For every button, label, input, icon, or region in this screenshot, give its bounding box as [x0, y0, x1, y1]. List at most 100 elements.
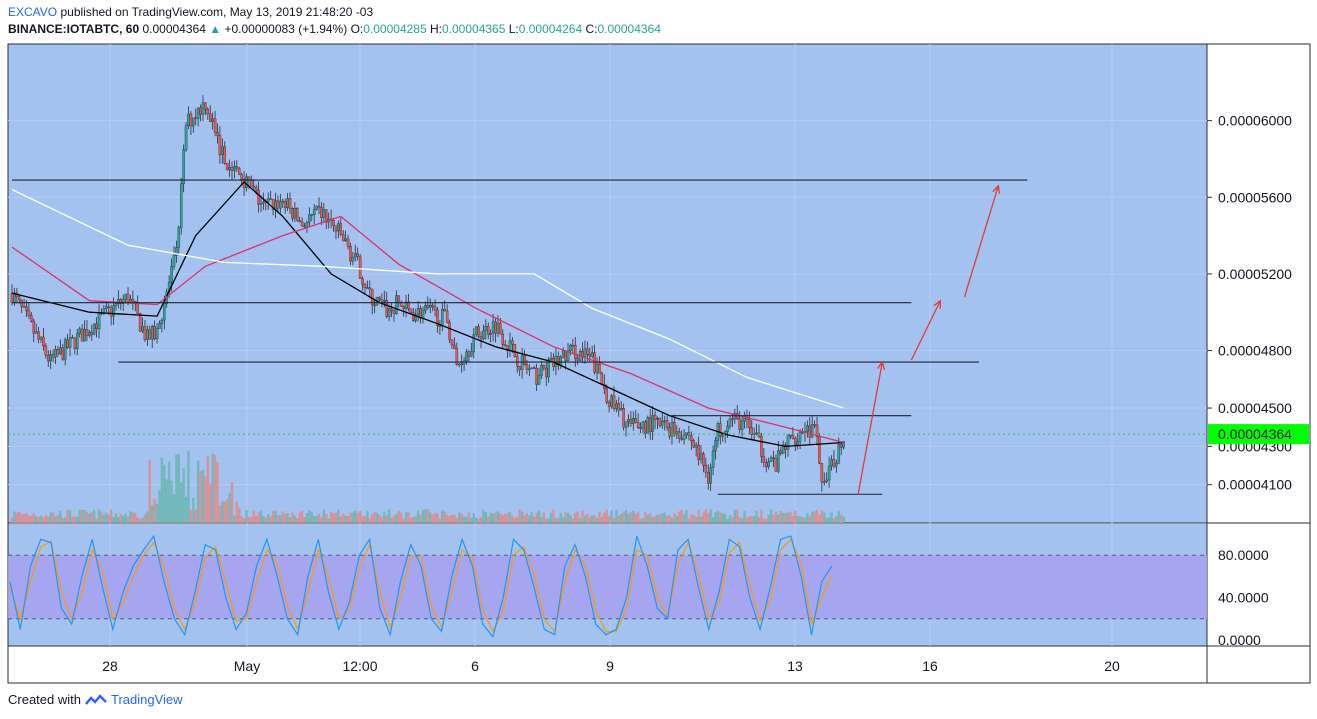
volume-bar: [823, 512, 826, 523]
candle-down: [772, 457, 775, 459]
volume-bar: [317, 513, 321, 523]
candle-up: [184, 125, 188, 151]
moving-average-line: [11, 181, 844, 448]
candle-down: [668, 427, 671, 437]
volume-bar: [511, 515, 514, 523]
candle-up: [482, 330, 485, 340]
volume-bar: [392, 515, 396, 523]
volume-bar: [624, 509, 628, 523]
volume-bar: [218, 505, 222, 523]
candle-up: [651, 415, 654, 432]
volume-bar: [779, 511, 782, 523]
volume-bar: [361, 516, 364, 523]
candle-down: [363, 284, 367, 289]
candle-down: [813, 424, 816, 426]
candle-down: [206, 108, 210, 115]
tradingview-brand[interactable]: TradingView: [110, 692, 183, 707]
volume-bar: [378, 514, 381, 523]
volume-bar: [254, 516, 258, 523]
candle-up: [569, 344, 572, 352]
candle-up: [769, 457, 773, 462]
volume-bar: [777, 514, 780, 523]
candle-up: [699, 453, 703, 460]
author-name[interactable]: EXCAVO: [8, 5, 58, 19]
volume-bar: [738, 516, 741, 523]
volume-bar: [18, 511, 21, 523]
candle-up: [344, 238, 347, 242]
candle-up: [351, 256, 355, 262]
volume-bar: [632, 510, 635, 523]
volume-bar: [279, 515, 282, 523]
candle-up: [537, 375, 541, 385]
candle-up: [310, 214, 314, 216]
candle-down: [808, 425, 812, 438]
volume-bar: [433, 512, 437, 523]
candle-up: [337, 223, 340, 232]
projection-arrow-head: [992, 184, 1001, 194]
candle-down: [257, 189, 260, 205]
candle-up: [308, 214, 311, 223]
volume-bar: [673, 513, 676, 523]
candle-up: [141, 326, 144, 332]
volume-bar: [525, 513, 529, 523]
candle-up: [777, 450, 780, 472]
volume-bar: [122, 515, 125, 523]
volume-bar: [581, 510, 584, 523]
volume-bar: [209, 483, 212, 523]
candle-down: [704, 464, 708, 473]
volume-bar: [252, 510, 255, 523]
volume-bar: [286, 512, 289, 523]
candle-down: [250, 179, 253, 187]
candle-down: [325, 209, 328, 223]
stochastic-d-line: [9, 538, 833, 633]
candle-up: [627, 418, 630, 422]
volume-bar: [825, 517, 828, 523]
volume-bar: [508, 511, 512, 523]
volume-bar: [559, 512, 562, 523]
candle-down: [20, 299, 23, 307]
volume-bar: [146, 511, 149, 523]
candle-down: [283, 200, 287, 209]
candle-down: [673, 422, 676, 435]
candle-down: [407, 301, 410, 309]
volume-bar: [221, 501, 224, 523]
candle-down: [291, 208, 294, 219]
volume-bar: [610, 510, 613, 523]
candle-up: [92, 323, 96, 335]
candle-up: [121, 299, 125, 304]
volume-bar: [180, 482, 183, 523]
candle-down: [622, 408, 625, 428]
volume-bar: [733, 509, 737, 523]
volume-bar: [274, 510, 277, 523]
candle-up: [117, 299, 120, 304]
volume-bar: [748, 516, 751, 523]
candle-up: [383, 300, 386, 302]
volume-bar: [308, 510, 311, 523]
volume-bar: [757, 516, 761, 523]
volume-bar: [540, 516, 543, 523]
volume-bar: [612, 518, 616, 523]
volume-bar: [136, 517, 139, 523]
candle-down: [436, 309, 439, 326]
candle-down: [789, 434, 792, 437]
candle-down: [216, 131, 219, 136]
high-label: H:: [429, 22, 442, 36]
volume-bar: [465, 517, 468, 523]
candle-up: [39, 336, 43, 340]
candle-down: [288, 198, 292, 209]
candle-down: [119, 299, 123, 304]
volume-bar: [552, 509, 555, 523]
stochastic-y-tick-label: 80.0000: [1218, 547, 1269, 563]
candle-down: [213, 118, 217, 133]
volume-bar: [32, 513, 35, 523]
candle-down: [791, 435, 795, 439]
volume-bar: [192, 497, 195, 523]
volume-bar: [371, 514, 374, 523]
volume-bar: [438, 518, 442, 523]
volume-bar: [100, 511, 103, 523]
y-tick-label: 0.00004800: [1218, 343, 1292, 359]
x-tick-label: May: [234, 658, 260, 674]
candle-down: [750, 427, 754, 435]
candle-down: [240, 174, 243, 180]
